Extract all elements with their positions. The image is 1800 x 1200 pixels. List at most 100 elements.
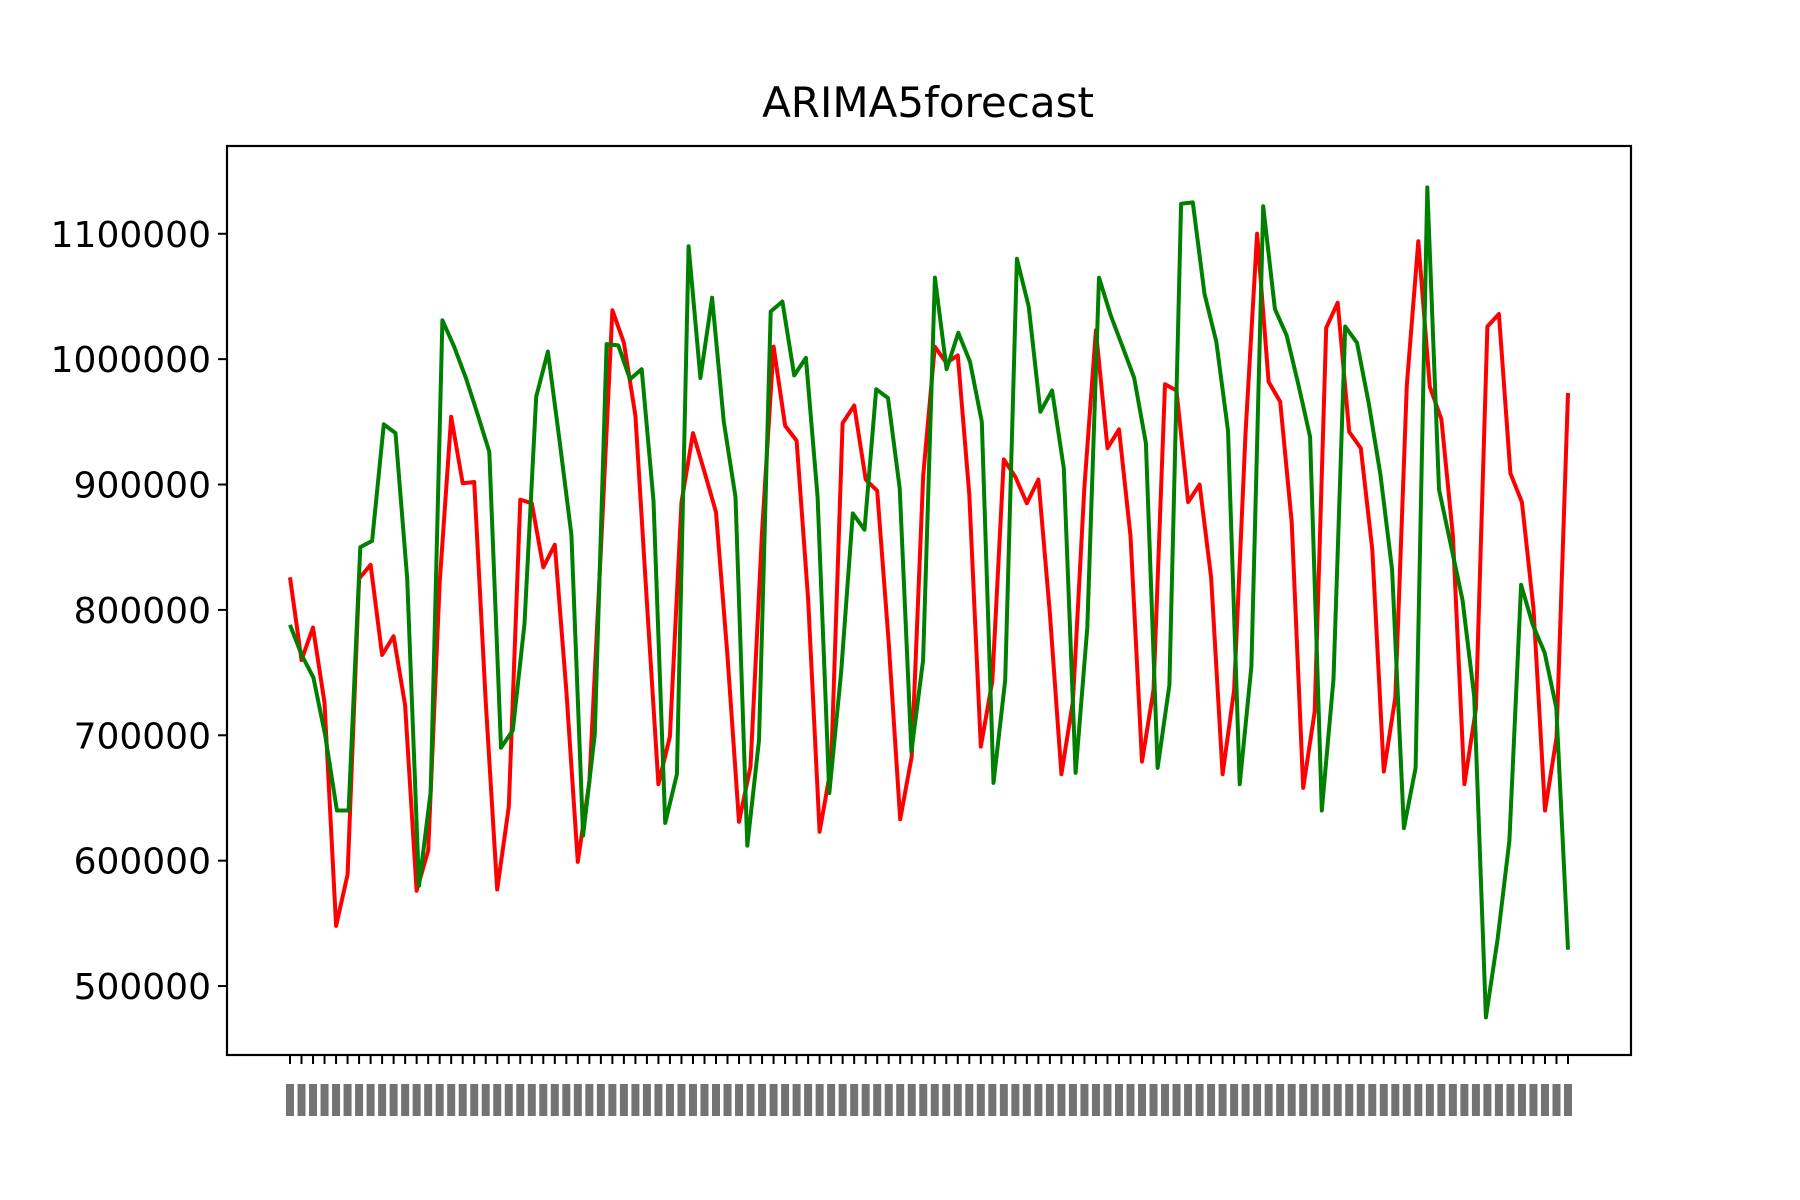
x-axis xyxy=(286,1055,1572,1116)
x-tick-label-glyphs xyxy=(1161,1084,1170,1116)
x-tick-label-glyphs xyxy=(723,1084,732,1116)
x-tick-label-glyphs xyxy=(1414,1084,1423,1116)
x-tick-label-glyphs xyxy=(1045,1084,1054,1116)
x-tick-label-glyphs xyxy=(712,1084,720,1116)
x-tick-label-glyphs xyxy=(297,1084,306,1116)
x-tick-label-glyphs xyxy=(1264,1084,1273,1116)
x-tick-label-glyphs xyxy=(827,1084,836,1116)
x-tick-label-glyphs xyxy=(1218,1084,1227,1116)
x-tick-label-glyphs xyxy=(1276,1084,1285,1116)
x-tick-label-glyphs xyxy=(1437,1084,1446,1116)
x-tick-label-glyphs xyxy=(1207,1084,1216,1116)
x-tick-label-glyphs xyxy=(1126,1084,1135,1116)
x-tick-label-glyphs xyxy=(896,1084,905,1116)
x-tick-label-glyphs xyxy=(1022,1084,1031,1116)
x-tick-label-glyphs xyxy=(1356,1084,1365,1116)
x-tick-label-glyphs xyxy=(1138,1084,1146,1116)
x-tick-label-glyphs xyxy=(1368,1084,1377,1116)
x-tick-label-glyphs xyxy=(746,1084,755,1116)
x-tick-label-glyphs xyxy=(435,1084,444,1116)
x-tick-label-glyphs xyxy=(458,1084,467,1116)
x-tick-label-glyphs xyxy=(1057,1084,1066,1116)
x-tick-label-glyphs xyxy=(470,1084,479,1116)
x-tick-label-glyphs xyxy=(976,1084,985,1116)
x-tick-label-glyphs xyxy=(815,1084,824,1116)
x-tick-label-glyphs xyxy=(1379,1084,1388,1116)
y-tick-label: 600000 xyxy=(74,842,211,883)
x-tick-label-glyphs xyxy=(332,1084,341,1116)
y-tick-label: 1000000 xyxy=(51,340,211,381)
x-tick-label-glyphs xyxy=(539,1084,548,1116)
x-tick-label-glyphs xyxy=(1552,1084,1561,1116)
x-tick-label-glyphs xyxy=(873,1084,882,1116)
y-axis: 500000 600000 700000 800000 900000 1000000 110… xyxy=(51,215,227,1008)
x-tick-label-glyphs xyxy=(1402,1084,1411,1116)
x-tick-label-glyphs xyxy=(642,1084,651,1116)
x-tick-label-glyphs xyxy=(619,1084,628,1116)
x-tick-label-glyphs xyxy=(1494,1084,1503,1116)
x-tick-label-glyphs xyxy=(930,1084,939,1116)
x-tick-label-glyphs xyxy=(1517,1084,1526,1116)
x-tick-label-glyphs xyxy=(1103,1084,1112,1116)
x-tick-label-glyphs xyxy=(942,1084,951,1116)
x-tick-label-glyphs xyxy=(401,1084,410,1116)
x-tick-label-glyphs xyxy=(1184,1084,1193,1116)
x-tick-label-glyphs xyxy=(1483,1084,1492,1116)
x-tick-label-glyphs xyxy=(1230,1084,1239,1116)
x-tick-label-glyphs xyxy=(1299,1084,1308,1116)
x-tick-label-glyphs xyxy=(596,1084,605,1116)
x-tick-label-glyphs xyxy=(919,1084,928,1116)
series-layer xyxy=(288,185,1570,1020)
x-tick-label-glyphs xyxy=(688,1084,697,1116)
x-tick-label-glyphs xyxy=(585,1084,594,1116)
y-tick-label: 500000 xyxy=(74,967,211,1008)
x-tick-label-glyphs xyxy=(1322,1084,1331,1116)
x-tick-label-glyphs xyxy=(850,1084,859,1116)
x-tick-label-glyphs xyxy=(735,1084,744,1116)
x-tick-label-glyphs xyxy=(1287,1084,1296,1116)
x-tick-label-glyphs xyxy=(1460,1084,1469,1116)
series-line-2 xyxy=(288,185,1570,1020)
x-tick-label-glyphs xyxy=(1345,1084,1354,1116)
x-tick-labels-overlap xyxy=(286,1084,1572,1116)
x-tick-label-glyphs xyxy=(838,1084,847,1116)
y-tick-label: 700000 xyxy=(74,716,211,757)
x-tick-label-glyphs xyxy=(884,1084,893,1116)
x-tick-label-glyphs xyxy=(424,1084,433,1116)
x-tick-label-glyphs xyxy=(378,1084,387,1116)
x-tick-label-glyphs xyxy=(1253,1084,1262,1116)
y-tick-label: 800000 xyxy=(74,591,211,632)
x-tick-label-glyphs xyxy=(758,1084,767,1116)
x-tick-label-glyphs xyxy=(1333,1084,1342,1116)
x-tick-label-glyphs xyxy=(988,1084,997,1116)
x-tick-label-glyphs xyxy=(481,1084,490,1116)
x-tick-label-glyphs xyxy=(1114,1084,1123,1116)
x-tick-label-glyphs xyxy=(953,1084,962,1116)
x-tick-label-glyphs xyxy=(1564,1084,1572,1116)
x-tick-label-glyphs xyxy=(389,1084,398,1116)
x-tick-label-glyphs xyxy=(1448,1084,1457,1116)
x-tick-label-glyphs xyxy=(1529,1084,1538,1116)
x-tick-label-glyphs xyxy=(769,1084,778,1116)
x-tick-label-glyphs xyxy=(504,1084,513,1116)
x-tick-label-glyphs xyxy=(792,1084,801,1116)
x-tick-label-glyphs xyxy=(1195,1084,1204,1116)
x-tick-label-glyphs xyxy=(1091,1084,1100,1116)
x-tick-label-glyphs xyxy=(608,1084,617,1116)
x-tick-label-glyphs xyxy=(562,1084,571,1116)
x-tick-label-glyphs xyxy=(677,1084,686,1116)
x-tick-label-glyphs xyxy=(781,1084,790,1116)
x-tick-label-glyphs xyxy=(665,1084,674,1116)
y-tick-label: 900000 xyxy=(74,466,211,507)
x-tick-label-glyphs xyxy=(343,1084,352,1116)
x-tick-label-glyphs xyxy=(1471,1084,1480,1116)
x-tick-label-glyphs xyxy=(355,1084,364,1116)
x-tick-label-glyphs xyxy=(516,1084,525,1116)
x-tick-label-glyphs xyxy=(804,1084,813,1116)
x-tick-label-glyphs xyxy=(1391,1084,1400,1116)
x-tick-label-glyphs xyxy=(320,1084,329,1116)
x-tick-label-glyphs xyxy=(493,1084,502,1116)
x-tick-label-glyphs xyxy=(447,1084,456,1116)
x-tick-label-glyphs xyxy=(965,1084,974,1116)
